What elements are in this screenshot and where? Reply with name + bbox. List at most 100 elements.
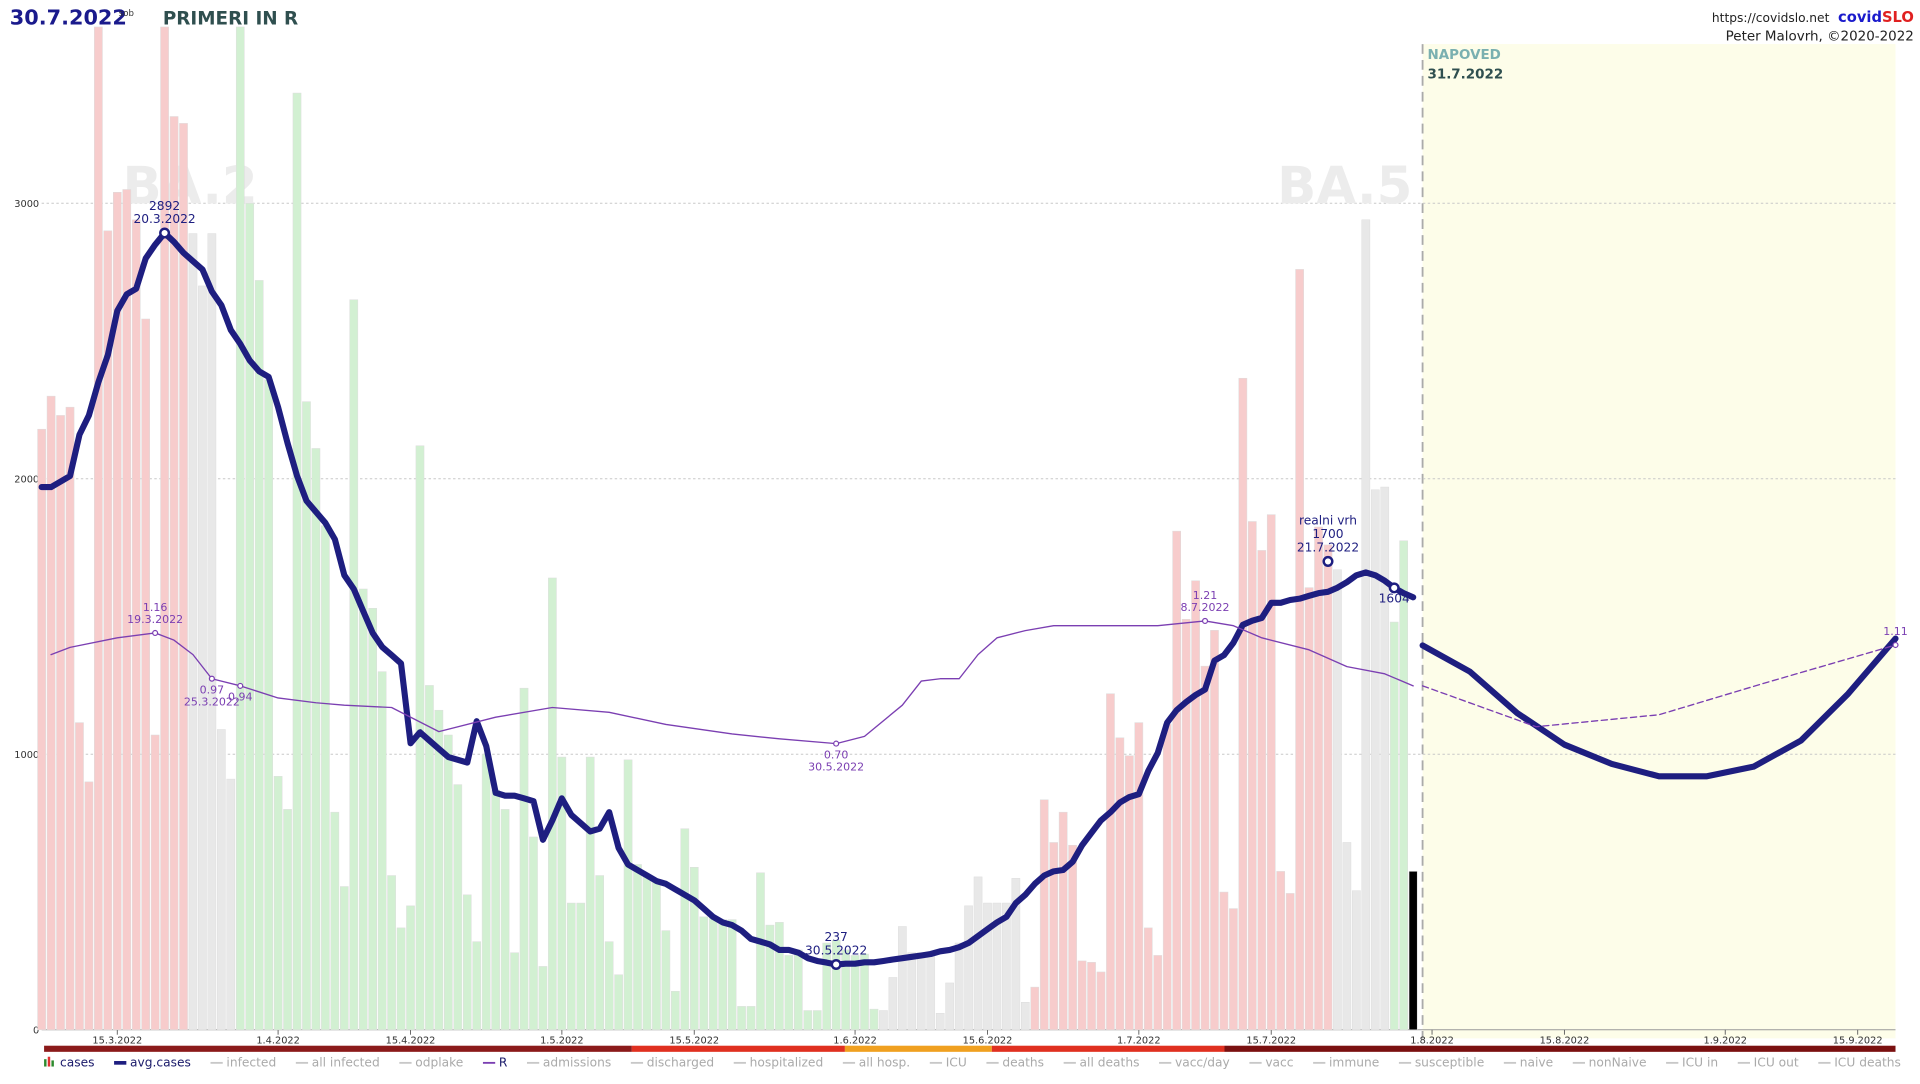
strip-segment — [991, 1045, 1225, 1052]
bar — [1285, 893, 1295, 1031]
bar — [94, 26, 103, 1031]
bar — [1096, 971, 1106, 1031]
bar — [1181, 619, 1191, 1031]
bar — [387, 875, 396, 1031]
variant-watermark: BA.5 — [1277, 156, 1412, 216]
bar — [358, 588, 368, 1031]
r-line — [50, 620, 1414, 745]
legend-label: cases — [60, 1056, 95, 1070]
bar — [689, 867, 699, 1031]
bar — [860, 953, 869, 1031]
bar — [604, 941, 614, 1031]
bar — [65, 406, 75, 1031]
bar — [207, 233, 217, 1031]
annotation-label: 1604 — [1379, 592, 1410, 606]
x-tick-label: 1.8.2022 — [1410, 1035, 1454, 1046]
bar — [1295, 269, 1304, 1031]
brand-part: SLO — [1882, 9, 1914, 26]
bar — [37, 428, 46, 1031]
bar — [1266, 514, 1276, 1031]
bar — [576, 902, 586, 1031]
bar — [529, 836, 538, 1031]
bar — [1323, 544, 1333, 1031]
bar — [292, 92, 302, 1031]
bar — [964, 905, 973, 1031]
x-tick-label: 15.7.2022 — [1246, 1035, 1296, 1046]
bar — [1058, 811, 1068, 1031]
x-tick-label: 1.7.2022 — [1117, 1035, 1161, 1046]
bar — [1229, 908, 1238, 1031]
bar — [1011, 878, 1021, 1031]
legend-label: susceptible — [1415, 1056, 1484, 1070]
bar — [1106, 693, 1115, 1031]
bar — [784, 955, 794, 1031]
bar — [869, 1008, 879, 1031]
x-tick-label: 15.5.2022 — [669, 1035, 719, 1046]
bar — [453, 784, 463, 1031]
legend-label: ICU in — [1682, 1056, 1718, 1070]
strip-segment — [631, 1045, 845, 1052]
bar — [75, 722, 84, 1031]
variant-watermark: BA.2 — [122, 156, 257, 216]
bar — [708, 916, 718, 1031]
bar — [1370, 489, 1380, 1031]
annotation-point — [1388, 582, 1400, 594]
bar — [1380, 486, 1390, 1031]
bar — [585, 756, 595, 1031]
bar — [283, 809, 292, 1031]
bar — [775, 922, 784, 1031]
bar — [803, 1010, 813, 1031]
bar — [273, 776, 283, 1031]
bar — [1248, 521, 1257, 1031]
brand-part: covid — [1838, 9, 1882, 26]
bar — [122, 189, 132, 1031]
bars-layer — [37, 26, 1418, 1031]
bar — [954, 942, 964, 1031]
annotation-label: 2892 — [149, 199, 180, 213]
bar — [302, 401, 311, 1031]
bar — [46, 395, 56, 1031]
chart-title: PRIMERI IN R — [163, 8, 298, 29]
bar — [595, 875, 604, 1031]
legend-label: ICU out — [1754, 1056, 1799, 1070]
bar — [756, 872, 765, 1031]
strip-segment — [44, 1045, 632, 1052]
annotation-label: 25.3.2022 — [184, 696, 240, 709]
bar — [831, 940, 841, 1031]
bar — [1352, 890, 1361, 1031]
annotation-label: 237 — [824, 930, 847, 944]
bar — [1361, 219, 1371, 1031]
bar — [1021, 1002, 1030, 1031]
bar — [661, 930, 671, 1031]
bar — [642, 875, 652, 1031]
annotation-label: 21.7.2022 — [1297, 541, 1359, 555]
legend-label: R — [499, 1056, 508, 1070]
bar — [1077, 960, 1087, 1031]
legend-icon — [47, 1056, 51, 1067]
forecast-area — [1422, 44, 1896, 1039]
legend-label: immune — [1329, 1056, 1379, 1070]
bar — [1134, 722, 1144, 1031]
bar — [566, 902, 576, 1031]
bar — [1333, 569, 1342, 1031]
legend-label: vacc — [1265, 1056, 1293, 1070]
annotation-point — [1201, 617, 1209, 625]
bar — [226, 778, 236, 1031]
annotation-point — [237, 682, 244, 689]
bar — [235, 26, 245, 1031]
bar — [1030, 986, 1040, 1031]
bar — [746, 1006, 756, 1031]
bar — [841, 949, 850, 1031]
bar — [396, 927, 406, 1031]
bar — [1389, 621, 1399, 1031]
bar — [169, 116, 179, 1031]
bar — [850, 955, 860, 1031]
bar — [1143, 927, 1153, 1031]
bar — [557, 756, 567, 1031]
bar — [926, 952, 936, 1031]
forecast-avg-line — [1419, 635, 1899, 780]
annotation-label: 20.3.2022 — [133, 212, 195, 226]
legend-label: vacc/day — [1175, 1056, 1230, 1070]
annotation-label: realni vrh — [1299, 514, 1357, 528]
bar — [898, 926, 907, 1031]
